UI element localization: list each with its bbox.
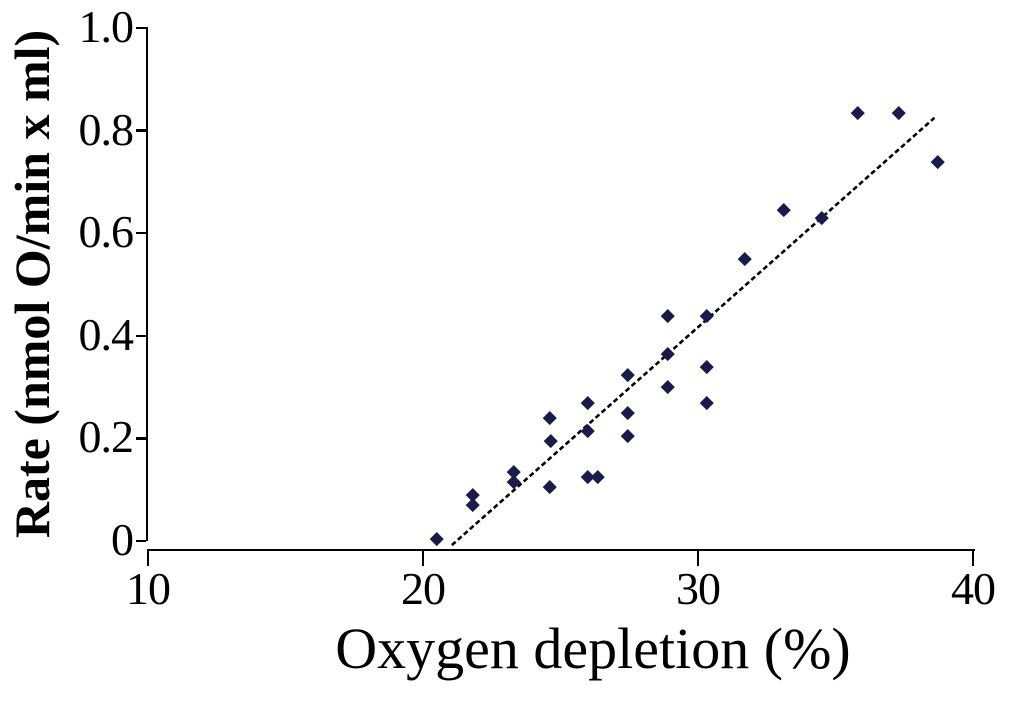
y-axis-line	[145, 27, 148, 541]
x-tick-label: 20	[401, 563, 446, 614]
y-tick-label: 0.4	[78, 308, 135, 360]
x-tick-label: 40	[951, 563, 996, 614]
y-tick-label: 0.6	[78, 206, 135, 258]
y-tick-label: 0	[111, 514, 134, 565]
trend-line	[451, 116, 936, 547]
y-tick	[136, 231, 146, 235]
y-tick	[136, 26, 146, 30]
x-tick-label: 30	[676, 563, 721, 614]
x-tick	[696, 550, 700, 566]
y-tick	[136, 437, 146, 440]
y-tick	[136, 334, 146, 338]
y-tick	[136, 129, 146, 132]
y-tick-label: 0.2	[78, 411, 135, 463]
x-tick	[146, 550, 150, 566]
y-tick	[136, 539, 146, 543]
y-tick-label: 1.0	[78, 1, 135, 52]
x-axis-title: Oxygen depletion (%)	[335, 616, 851, 681]
x-tick	[971, 550, 975, 566]
y-tick-label: 0.8	[78, 103, 135, 155]
x-tick-label: 10	[126, 563, 171, 614]
x-axis-line	[147, 548, 975, 551]
x-tick	[421, 550, 425, 566]
